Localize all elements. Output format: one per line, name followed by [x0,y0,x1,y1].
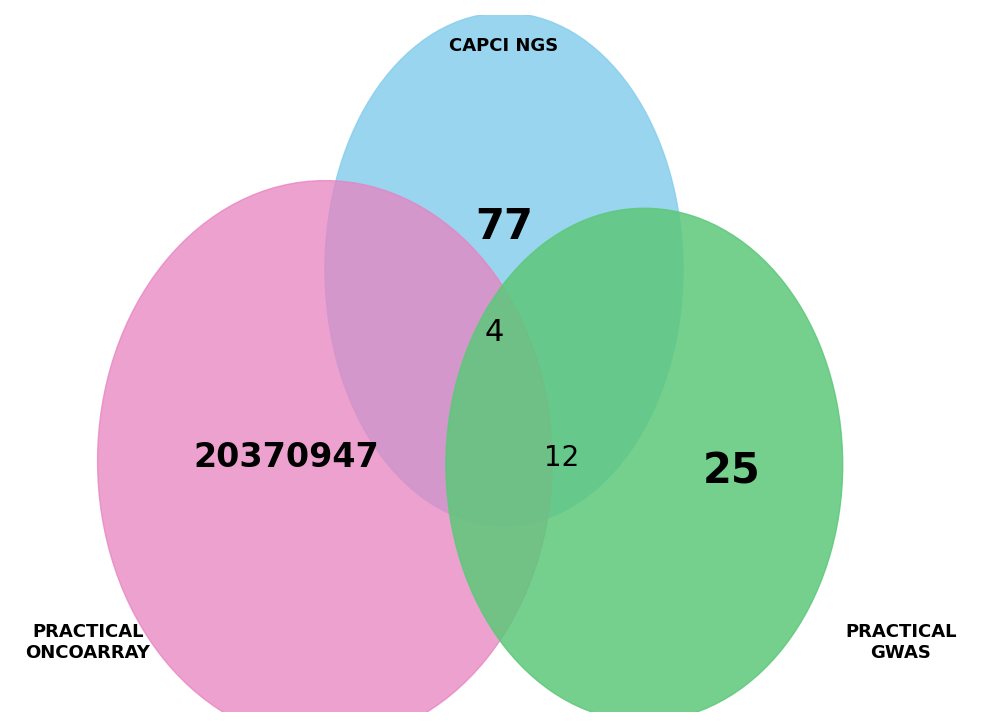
Text: 25: 25 [703,451,760,493]
Text: PRACTICAL
ONCOARRAY: PRACTICAL ONCOARRAY [25,623,150,662]
Ellipse shape [446,208,843,721]
Text: 12: 12 [544,443,580,472]
Text: PRACTICAL
GWAS: PRACTICAL GWAS [845,623,957,662]
Text: 4: 4 [485,318,504,347]
Ellipse shape [98,180,552,727]
Text: 20370947: 20370947 [194,441,379,474]
Text: CAPCI NGS: CAPCI NGS [450,37,558,55]
Text: 77: 77 [475,206,533,249]
Ellipse shape [325,13,683,526]
